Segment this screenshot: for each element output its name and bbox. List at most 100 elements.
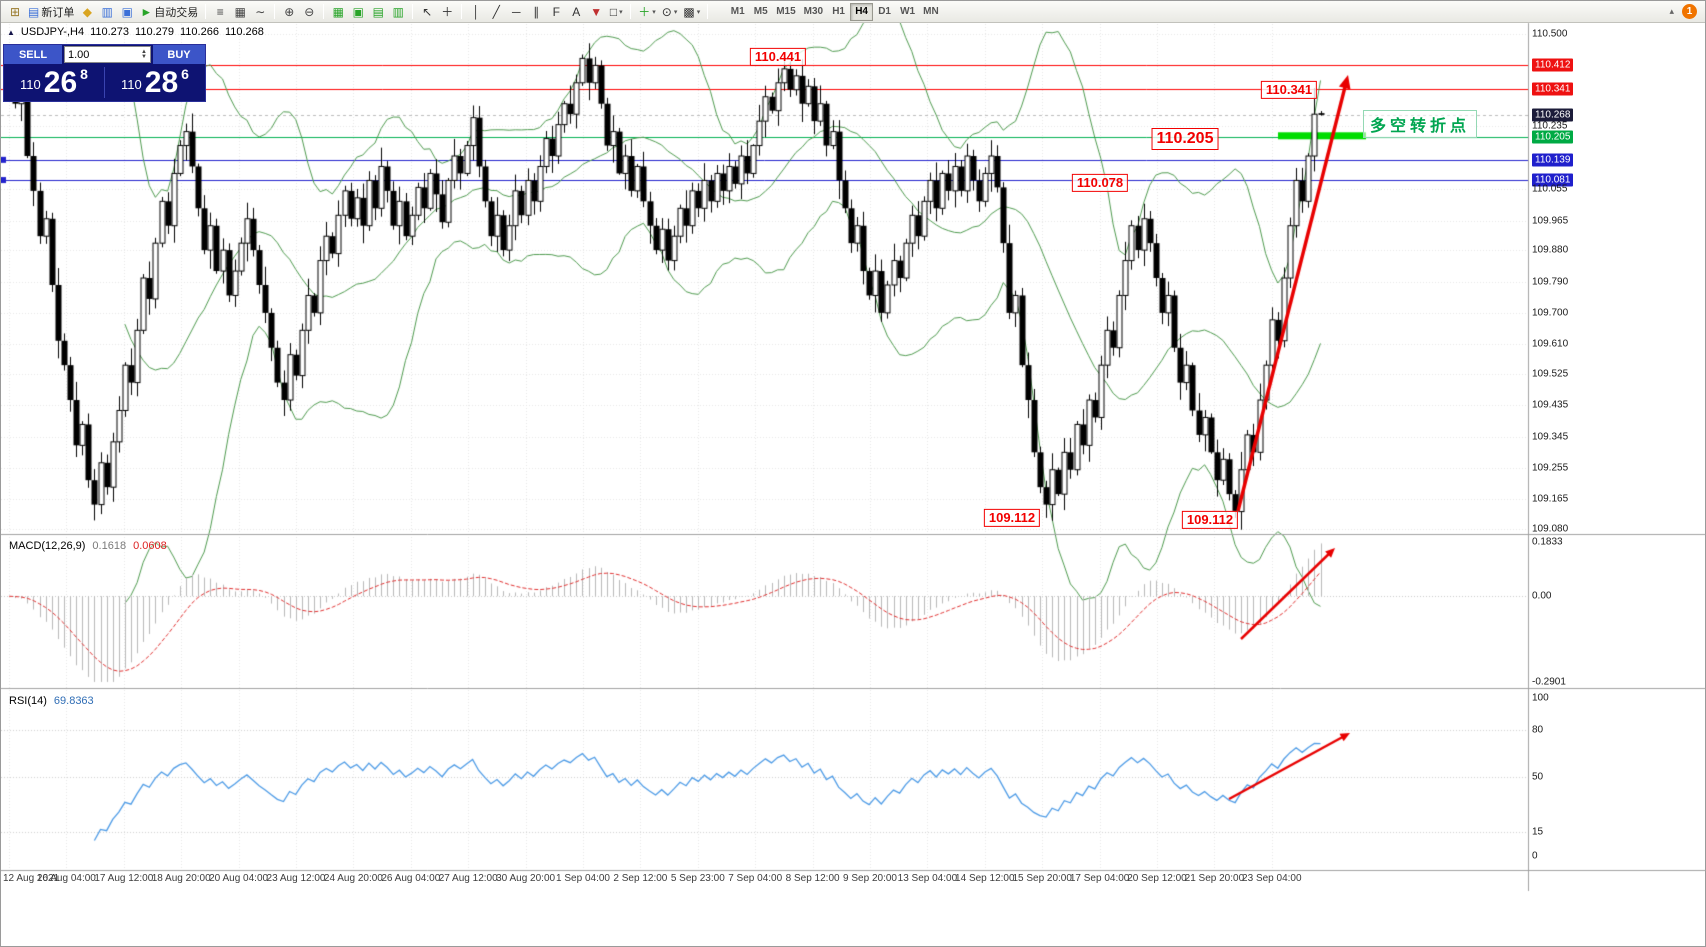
bar-chart-button-icon: ≡ xyxy=(216,4,224,19)
timeframe-button-h1[interactable]: H1 xyxy=(832,6,845,17)
macd-axis-label: 0.1833 xyxy=(1532,536,1563,548)
sell-price-pips: 26 xyxy=(43,66,78,99)
tile-vertical-button-icon: ▥ xyxy=(392,4,404,19)
tile-horizontal-button[interactable]: ▤ xyxy=(368,2,388,22)
text-button[interactable]: A xyxy=(566,2,586,22)
price-axis-label-red: 110.341 xyxy=(1532,82,1574,96)
horizontal-line-button[interactable]: ─ xyxy=(506,2,526,22)
collapse-toolbar-icon[interactable]: ▴ xyxy=(1669,6,1674,16)
vertical-line-button[interactable]: │ xyxy=(466,2,486,22)
navigator-button[interactable]: ▣ xyxy=(117,2,137,22)
macd-name: MACD(12,26,9) xyxy=(9,540,86,552)
timeframe-button-m5[interactable]: M5 xyxy=(753,6,768,17)
volume-stepper[interactable]: ▲ ▼ xyxy=(141,48,147,60)
favorites-icon[interactable]: ◆ xyxy=(77,2,97,22)
cascade-windows-button-icon: ▣ xyxy=(352,4,364,19)
fibonacci-button[interactable]: F xyxy=(546,2,566,22)
price-level-annotation[interactable]: 110.341 xyxy=(1260,80,1318,100)
shapes-dropdown[interactable]: □ ▾ xyxy=(606,2,626,22)
macd-axis-label: 0.00 xyxy=(1532,590,1552,602)
macd-main-value: 0.1618 xyxy=(92,540,127,552)
zoom-in-button[interactable]: ⊕ xyxy=(279,2,299,22)
buy-button[interactable]: BUY xyxy=(153,45,205,64)
periods-dropdown-icon: ⊙ xyxy=(661,4,672,19)
sell-price-point: 8 xyxy=(80,66,88,82)
time-axis-label: 18 Aug 20:00 xyxy=(151,873,211,884)
time-axis-label: 20 Sep 12:00 xyxy=(1127,873,1187,884)
price-axis-label: 109.165 xyxy=(1532,493,1569,505)
new-chart-button[interactable]: ⊞ xyxy=(5,2,25,22)
price-axis-label: 109.880 xyxy=(1532,244,1569,256)
timeframe-button-m15[interactable]: M15 xyxy=(776,6,796,17)
periods-dropdown[interactable]: ⊙ ▾ xyxy=(659,2,681,22)
trade-panel-prices: 110 26 8 110 28 6 xyxy=(4,64,205,101)
buy-price-pips: 28 xyxy=(144,66,179,99)
rsi-value: 69.8363 xyxy=(53,695,94,707)
tile-windows-button-icon: ▦ xyxy=(332,4,344,19)
time-axis-label: 13 Sep 04:00 xyxy=(897,873,958,884)
turning-point-annotation[interactable]: 多空转折点 xyxy=(1362,110,1478,138)
one-click-trading-toggle-icon[interactable]: ▲ xyxy=(7,27,15,37)
price-axis-label: 109.435 xyxy=(1532,399,1569,411)
new-order-button[interactable]: ▤ 新订单 xyxy=(25,2,77,22)
timeframe-button-mn[interactable]: MN xyxy=(923,6,939,17)
new-order-button-label: 新订单 xyxy=(41,6,75,19)
price-level-annotation[interactable]: 110.441 xyxy=(749,47,807,67)
price-axis-label: 109.525 xyxy=(1532,368,1569,380)
ohlc-high: 110.279 xyxy=(135,26,174,38)
horizontal-line-button-icon: ─ xyxy=(511,4,521,19)
sell-price-display[interactable]: 110 26 8 xyxy=(4,64,104,101)
new-chart-button-icon: ⊞ xyxy=(9,4,21,19)
price-axis-label: 109.790 xyxy=(1532,276,1569,287)
market-watch-button[interactable]: ▥ xyxy=(97,2,117,22)
equidistant-channel-button[interactable]: ∥ xyxy=(526,2,546,22)
timeframe-button-d1[interactable]: D1 xyxy=(878,6,891,17)
price-axis-label-blue: 110.139 xyxy=(1532,153,1574,167)
price-level-annotation[interactable]: 109.112 xyxy=(983,508,1041,528)
timeframe-button-w1[interactable]: W1 xyxy=(900,6,916,17)
fibonacci-button-icon: F xyxy=(552,4,560,19)
crosshair-button[interactable]: ＋ xyxy=(437,2,457,22)
volume-input[interactable]: 1.00 ▲ ▼ xyxy=(64,46,151,63)
timeframe-button-m30[interactable]: M30 xyxy=(803,6,824,17)
notifications-badge[interactable]: 1 xyxy=(1682,4,1697,19)
price-axis-label: 110.235 xyxy=(1532,120,1568,132)
trendline-button[interactable]: ╱ xyxy=(486,2,506,22)
buy-price-display[interactable]: 110 28 6 xyxy=(105,64,205,101)
price-level-annotation[interactable]: 110.078 xyxy=(1071,173,1129,193)
autotrading-button[interactable]: ► 自动交易 xyxy=(137,2,201,22)
time-axis-label: 30 Aug 20:00 xyxy=(496,873,556,884)
timeframe-button-m1[interactable]: M1 xyxy=(730,6,745,17)
timeframe-toolbar: M1 M5 M15 M30 H1 H4 D1 W1 MN xyxy=(726,2,942,21)
tile-windows-button[interactable]: ▦ xyxy=(328,2,348,22)
trade-panel-header: SELL 1.00 ▲ ▼ BUY xyxy=(4,45,205,64)
cursor-button[interactable]: ↖ xyxy=(417,2,437,22)
time-axis-label: 1 Sep 04:00 xyxy=(556,873,610,884)
price-level-annotation[interactable]: 109.112 xyxy=(1181,510,1239,530)
bar-chart-button[interactable]: ≡ xyxy=(210,2,230,22)
cascade-windows-button[interactable]: ▣ xyxy=(348,2,368,22)
buy-price-whole: 110 xyxy=(121,77,142,92)
arrows-button[interactable]: ▼ xyxy=(586,2,606,22)
indicators-button[interactable]: ＋ ▾ xyxy=(635,2,659,22)
price-axis-label-blue: 110.081 xyxy=(1532,173,1574,187)
tile-vertical-button[interactable]: ▥ xyxy=(388,2,408,22)
rsi-axis-label: 80 xyxy=(1532,724,1544,736)
rsi-name: RSI(14) xyxy=(9,695,47,707)
price-level-annotation[interactable]: 110.205 xyxy=(1151,128,1219,150)
candlestick-chart-button[interactable]: ▦ xyxy=(230,2,250,22)
sell-button[interactable]: SELL xyxy=(4,45,62,64)
volume-stepper-down-icon[interactable]: ▼ xyxy=(141,53,147,60)
line-chart-button-icon: ∼ xyxy=(255,4,266,19)
timeframe-button-h4[interactable]: H4 xyxy=(850,2,874,21)
zoom-out-button[interactable]: ⊖ xyxy=(299,2,319,22)
time-axis-label: 15 Sep 20:00 xyxy=(1012,873,1072,884)
templates-button[interactable]: ▩ ▾ xyxy=(680,2,703,22)
navigator-button-icon: ▣ xyxy=(121,4,134,19)
time-axis-label: 14 Sep 12:00 xyxy=(955,873,1015,884)
price-axis-label: 109.255 xyxy=(1532,462,1569,474)
volume-stepper-up-icon[interactable]: ▲ xyxy=(141,48,147,55)
line-chart-button[interactable]: ∼ xyxy=(250,2,270,22)
